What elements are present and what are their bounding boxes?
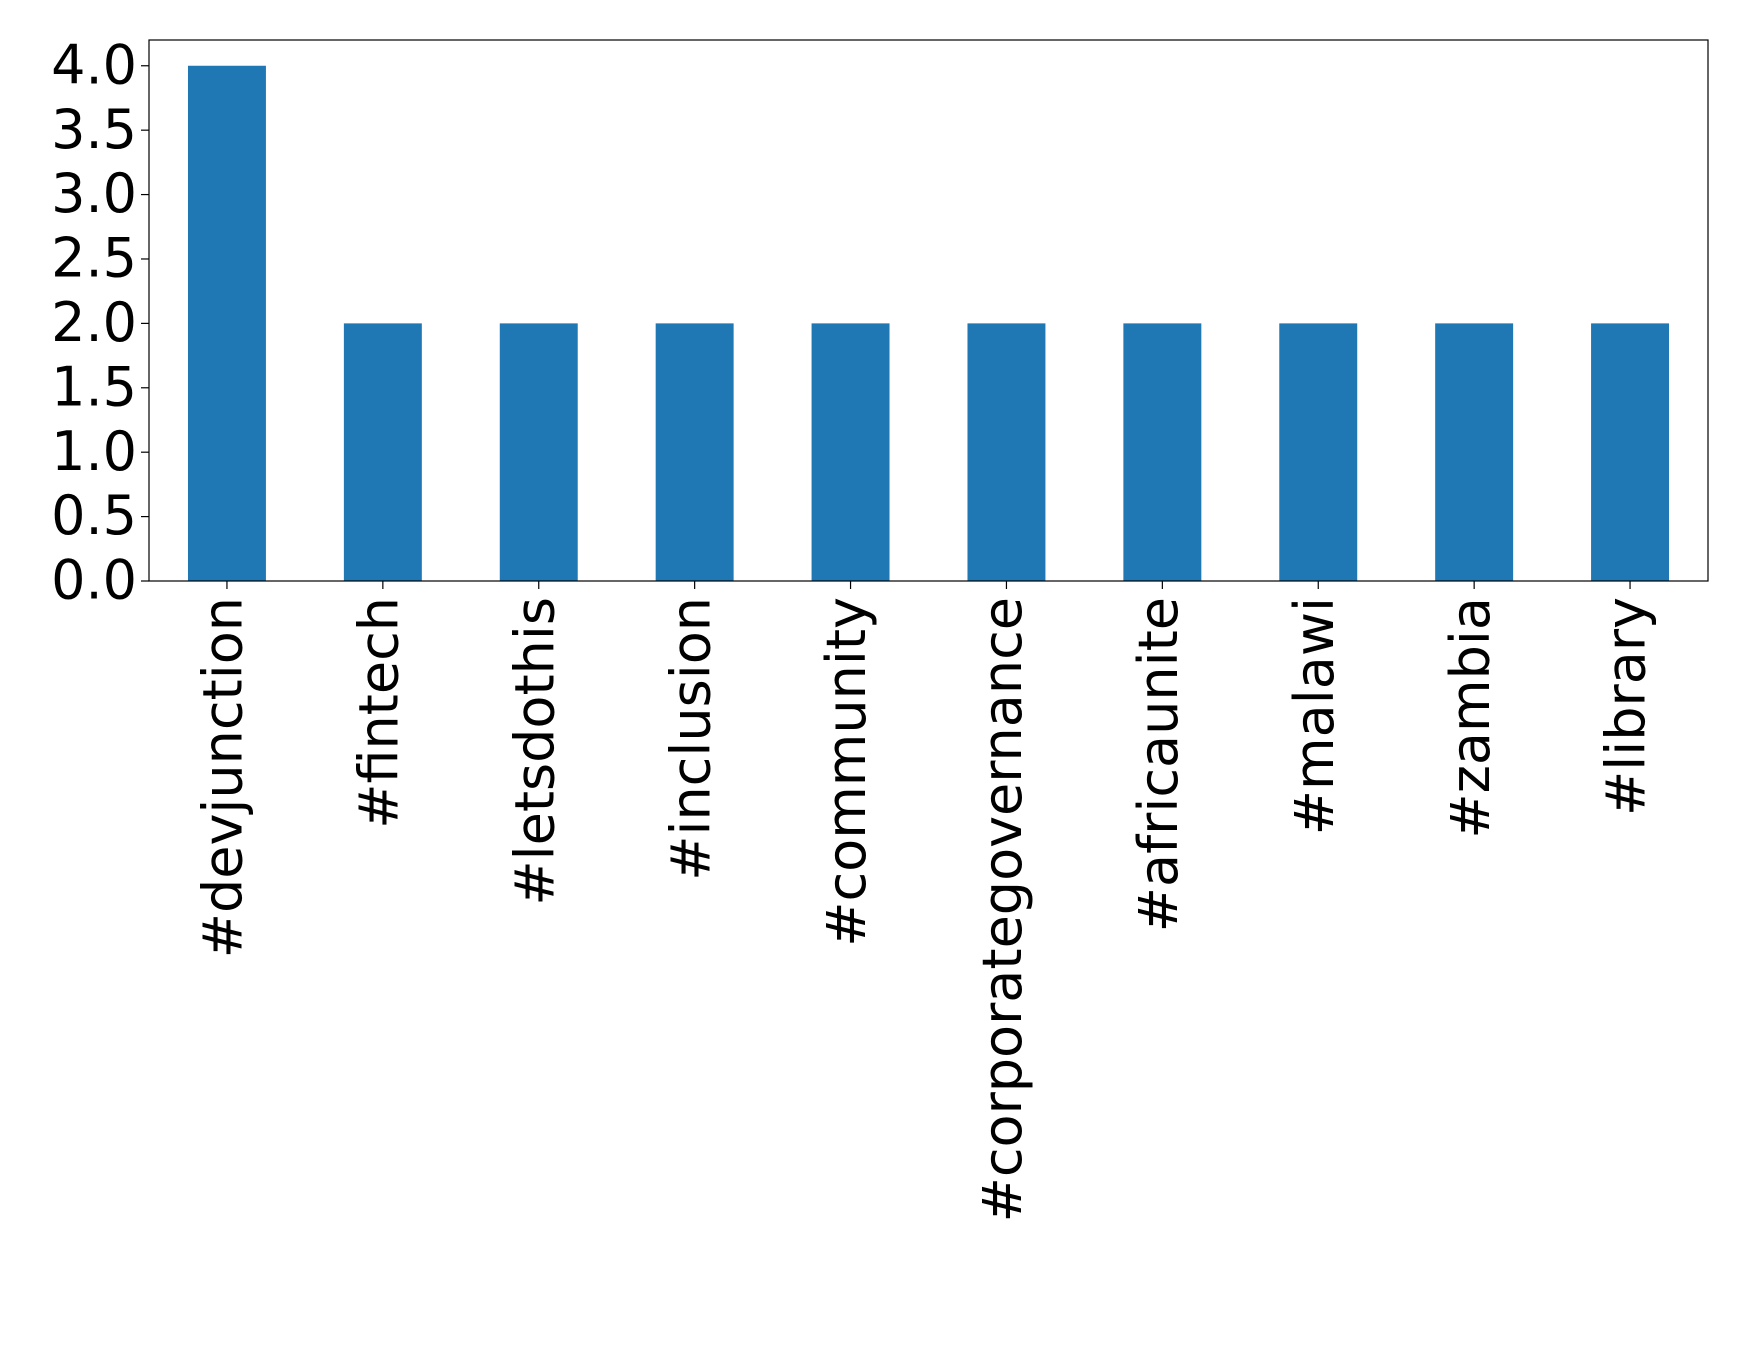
bar: [343, 323, 422, 581]
x-tick-label: #fintech: [347, 597, 410, 829]
x-tick-label: #library: [1595, 597, 1658, 816]
y-tick-label: 4.0: [51, 33, 137, 96]
bar: [1435, 323, 1514, 581]
x-tick-label: #inclusion: [659, 597, 722, 881]
x-tick-label: #malawi: [1283, 597, 1346, 835]
bar: [811, 323, 890, 581]
plot-frame: [148, 39, 1709, 582]
bar: [655, 323, 734, 581]
bar: [1279, 323, 1358, 581]
x-tick-label: #devjunction: [192, 597, 255, 958]
y-tick-label: 2.5: [51, 227, 137, 290]
y-tick-label: 3.5: [51, 98, 137, 161]
x-tick-label: #zambia: [1439, 597, 1502, 839]
x-tick-label: #africaunite: [1127, 597, 1190, 932]
x-tick-label: #community: [815, 597, 878, 947]
bar: [1123, 323, 1202, 581]
bar: [499, 323, 578, 581]
bar: [1591, 323, 1670, 581]
y-tick-label: 2.0: [51, 291, 137, 354]
y-tick-label: 1.0: [51, 420, 137, 483]
y-tick-label: 0.0: [51, 549, 137, 612]
x-tick-label: #letsdothis: [503, 597, 566, 906]
bar: [967, 323, 1046, 581]
y-tick-label: 1.5: [51, 355, 137, 418]
x-tick-label: #corporategovernance: [971, 597, 1034, 1222]
bar: [187, 65, 266, 581]
y-tick-label: 3.0: [51, 162, 137, 225]
y-tick-label: 0.5: [51, 484, 137, 547]
